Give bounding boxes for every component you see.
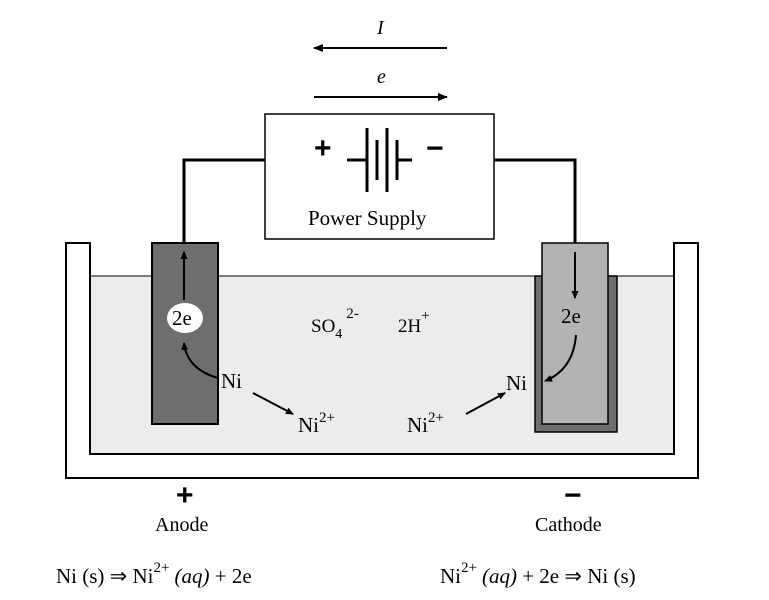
anode-electron-label: 2e (172, 306, 192, 330)
battery-icon (347, 128, 412, 192)
hydrogen-ion-label: 2H+ (398, 308, 430, 337)
cathode-name: Cathode (535, 514, 602, 536)
wire-to-cathode (494, 158, 577, 270)
cathode-ion-arrow (465, 392, 506, 415)
anode-sign: + (176, 479, 194, 512)
current-label: I (376, 17, 385, 39)
cathode-metal-label: Ni (506, 371, 527, 395)
anode-electron-badge (167, 303, 203, 333)
cathode-electron-label: 2e (561, 304, 581, 328)
tank (65, 242, 699, 479)
anode-ion-arrow (252, 392, 294, 415)
anode-equation: Ni (s) ⇒ Ni2+ (aq) + 2e (56, 560, 252, 588)
anode-ion-label: Ni2+ (298, 410, 335, 437)
wire-to-anode (182, 158, 265, 270)
anode-ni-to-electron-arrow (181, 342, 219, 379)
cathode-equation: Ni2+ (aq) + 2e ⇒ Ni (s) (440, 560, 636, 588)
power-supply-label: Power Supply (308, 206, 427, 230)
power-supply-plus: + (314, 132, 332, 165)
anode-metal-label: Ni (221, 369, 242, 393)
anode-name: Anode (155, 514, 208, 536)
cathode-ion-label: Ni2+ (407, 410, 444, 437)
cathode-sign: − (564, 479, 582, 512)
electron-flow-label: e (377, 66, 386, 88)
cathode-electron-to-ni-arrow (544, 334, 577, 382)
power-supply-minus: − (426, 132, 444, 165)
sulfate-ion-label: SO42- (311, 306, 359, 342)
power-supply-box (264, 113, 495, 240)
